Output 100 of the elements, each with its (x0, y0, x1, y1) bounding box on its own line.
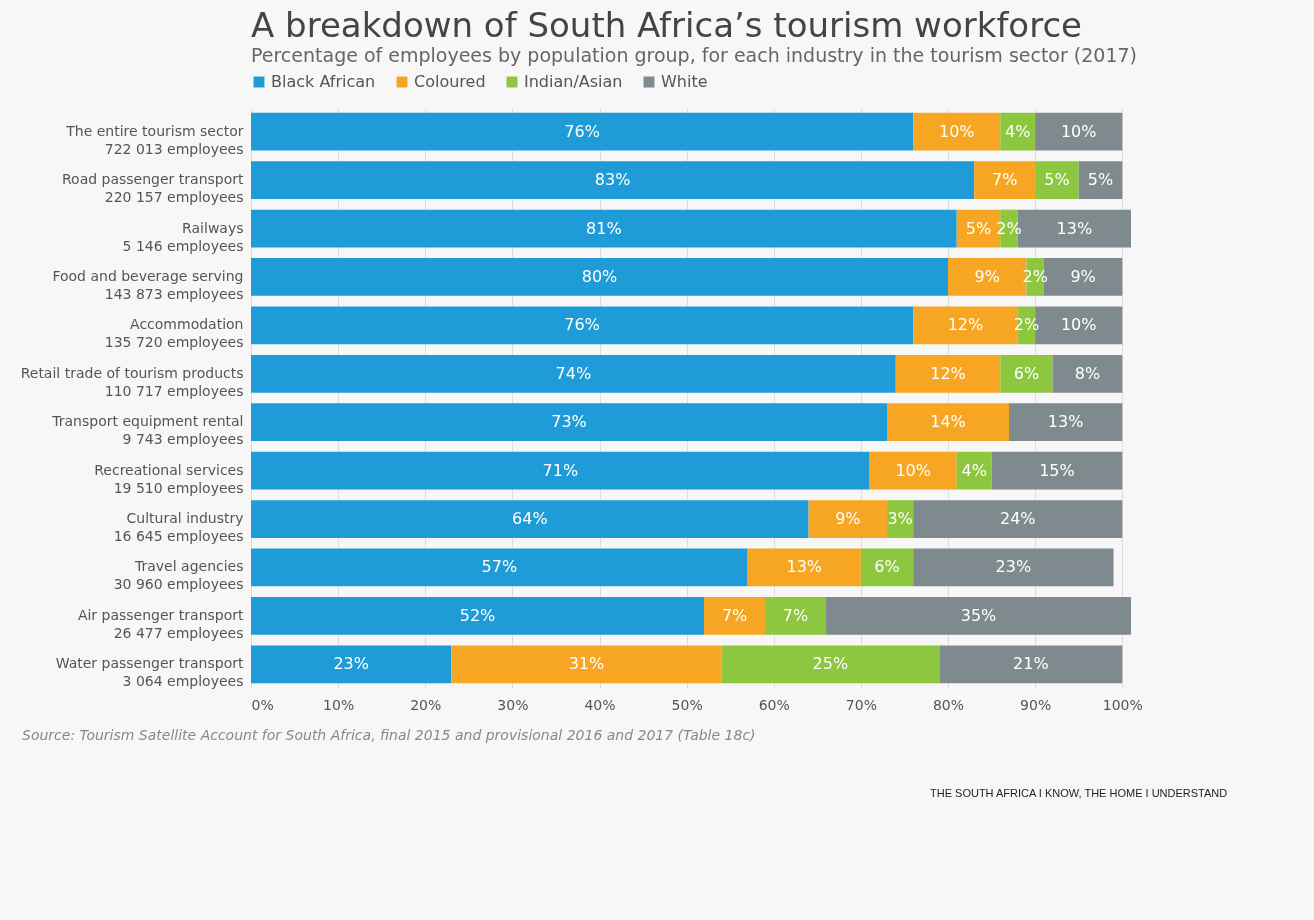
data-label: 5% (1044, 170, 1070, 190)
x-tick-label: 50% (671, 696, 703, 713)
bar (251, 548, 748, 587)
y-tick-label: The entire tourism sector 722 013 employees (65, 122, 244, 157)
bar (451, 645, 722, 684)
data-label: 52% (459, 605, 496, 625)
y-tick-label: Water passenger transport 3 064 employees (55, 655, 244, 690)
bar (1000, 354, 1053, 393)
data-label: 24% (999, 509, 1036, 529)
data-label: 35% (960, 605, 997, 625)
bar (913, 548, 1114, 587)
x-tick-label: 80% (932, 696, 965, 713)
data-label: 76% (564, 315, 600, 335)
legend-label: White (661, 72, 708, 91)
y-tick-label: Cultural industry 16 645 employees (113, 510, 244, 545)
bar (251, 403, 888, 442)
x-tick-label: 30% (497, 696, 529, 713)
y-tick-label: Food and beverage serving 143 873 employees (52, 267, 244, 302)
bar (251, 500, 809, 538)
data-label: 4% (961, 460, 987, 480)
chart-title: A breakdown of South Africa’s tourism workforce (251, 5, 1083, 45)
data-label: 9% (835, 509, 861, 529)
x-tick-label: 90% (1020, 696, 1052, 713)
bar (869, 451, 957, 490)
data-label: 4% (1005, 121, 1031, 141)
data-label: 74% (555, 363, 592, 383)
y-tick-label: Recreational services 19 510 employees (94, 461, 244, 496)
y-tick-label: Retail trade of tourism products 110 717 employees (20, 364, 244, 399)
data-label: 71% (542, 460, 579, 480)
bar (991, 451, 1123, 490)
bar (765, 596, 827, 635)
bar (251, 209, 957, 248)
data-label: 57% (481, 557, 518, 577)
x-tick-label: 70% (845, 696, 877, 713)
y-tick-label: Air passenger transport 26 477 employees (77, 606, 245, 641)
data-label: 23% (995, 557, 1032, 577)
bar (704, 596, 766, 635)
data-label: 8% (1074, 363, 1101, 383)
bar (1052, 354, 1123, 393)
bar (251, 451, 870, 490)
data-label: 2% (1013, 315, 1040, 335)
data-label: 81% (586, 218, 622, 238)
bar (1035, 161, 1079, 200)
data-label: 2% (1022, 266, 1048, 286)
x-tick-label: 0% (251, 696, 274, 713)
bar (251, 306, 914, 345)
bar (251, 645, 452, 684)
bar (1078, 161, 1123, 200)
data-label: 13% (786, 557, 823, 577)
bar (251, 112, 914, 151)
bar (1009, 403, 1123, 442)
x-tick-label: 20% (410, 696, 442, 713)
data-label: 23% (333, 654, 369, 674)
x-tick-label: 60% (758, 696, 790, 713)
data-label: 73% (551, 412, 587, 432)
data-label: 12% (947, 315, 984, 335)
data-label: 31% (568, 654, 605, 674)
chart-subtitle: Percentage of employees by population group, for each industry in the tourism sector (2017) (251, 44, 1138, 66)
data-label: 5% (1087, 170, 1114, 190)
data-label: 6% (1013, 363, 1040, 383)
data-label: 6% (874, 557, 900, 577)
data-label: 83% (594, 170, 631, 190)
y-tick-label: Road passenger transport 220 157 employees (61, 171, 245, 206)
bar (939, 645, 1123, 684)
data-label: 10% (1060, 315, 1097, 335)
data-label: 9% (974, 266, 1000, 286)
bar (251, 354, 896, 393)
data-label: 76% (564, 121, 600, 141)
legend-label: Coloured (414, 72, 486, 91)
bar (721, 645, 940, 684)
data-label: 10% (938, 121, 975, 141)
data-label: 80% (581, 266, 618, 286)
bar (974, 161, 1036, 200)
data-label: 5% (965, 218, 992, 238)
data-label: 10% (1060, 121, 1097, 141)
data-label: 12% (930, 363, 966, 383)
data-label: 7% (991, 170, 1018, 190)
y-tick-label: Transport equipment rental 9 743 employees (51, 413, 244, 448)
bar (251, 258, 949, 296)
bar (913, 500, 1123, 538)
bar (1035, 112, 1123, 151)
data-label: 10% (895, 460, 931, 480)
bar (747, 548, 861, 587)
bar (887, 403, 1010, 442)
bar (895, 354, 1001, 393)
data-label: 7% (721, 605, 748, 625)
data-label: 13% (1047, 412, 1084, 432)
y-tick-label: Travel agencies 30 960 employees (113, 558, 244, 593)
data-label: 21% (1013, 654, 1049, 674)
bar (808, 500, 888, 538)
bar (251, 161, 975, 200)
y-tick-label: Accommodation 135 720 employees (104, 316, 244, 351)
y-tick-label: Railways 5 146 employees (122, 219, 244, 254)
data-label: 15% (1039, 460, 1075, 480)
data-label: 9% (1070, 266, 1096, 286)
data-label: 3% (887, 509, 913, 529)
bar (826, 596, 1131, 635)
legend-label: Indian/Asian (524, 72, 623, 91)
legend-label: Black African (271, 72, 376, 91)
data-label: 64% (512, 509, 548, 529)
